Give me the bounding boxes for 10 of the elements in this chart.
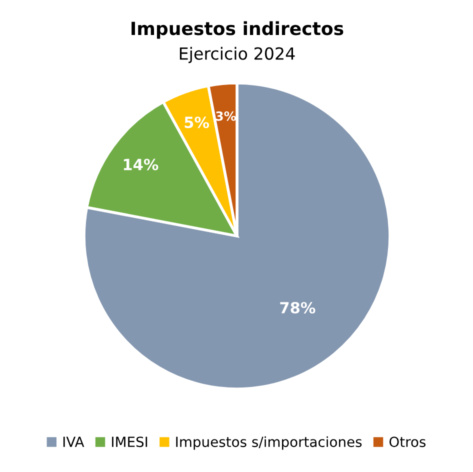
legend-label: Impuestos s/importaciones bbox=[176, 436, 362, 450]
pie-slice bbox=[82, 82, 392, 390]
chart-subtitle: Ejercicio 2024 bbox=[180, 46, 295, 64]
data-label: 78% bbox=[280, 302, 316, 314]
data-label: 14% bbox=[124, 158, 158, 170]
legend-label: IVA bbox=[63, 436, 84, 447]
chart-title: Impuestos indirectos bbox=[132, 21, 344, 39]
data-label: 5% bbox=[184, 116, 210, 128]
legend-label: IMESI bbox=[112, 436, 148, 448]
legend-label: Otros bbox=[389, 436, 426, 448]
